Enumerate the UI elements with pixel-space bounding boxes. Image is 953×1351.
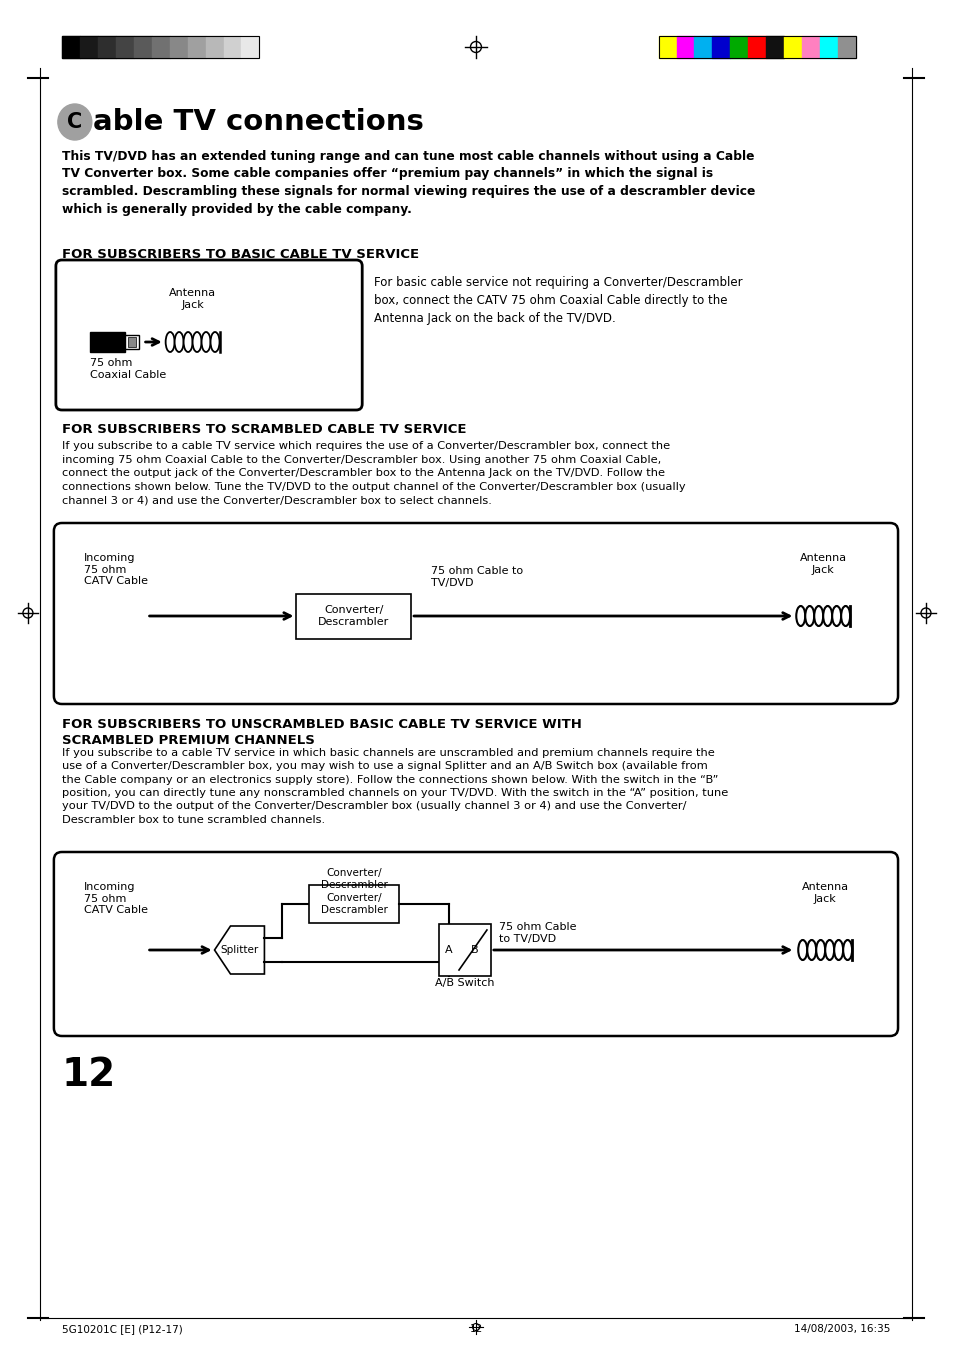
Text: 5G10201C [E] (P12-17): 5G10201C [E] (P12-17) [62, 1324, 182, 1333]
Text: A/B Switch: A/B Switch [435, 978, 495, 988]
Bar [170, 36, 188, 58]
Text: 14/08/2003, 16:35: 14/08/2003, 16:35 [793, 1324, 889, 1333]
Bar [765, 36, 783, 58]
Ellipse shape [831, 607, 841, 626]
Text: Antenna
Jack: Antenna Jack [799, 553, 846, 574]
Ellipse shape [842, 940, 851, 961]
Ellipse shape [841, 607, 849, 626]
Ellipse shape [824, 940, 833, 961]
Bar [309, 885, 398, 923]
Ellipse shape [201, 332, 211, 353]
Ellipse shape [798, 940, 806, 961]
Bar [801, 36, 820, 58]
Bar [128, 336, 135, 347]
Polygon shape [214, 925, 264, 974]
Bar [694, 36, 712, 58]
Bar [820, 36, 838, 58]
Bar [658, 36, 855, 58]
FancyBboxPatch shape [53, 523, 897, 704]
Bar [712, 36, 730, 58]
Text: 75 ohm Cable
to TV/DVD: 75 ohm Cable to TV/DVD [498, 921, 576, 943]
Text: Converter/
Descrambler: Converter/ Descrambler [320, 893, 387, 915]
Bar [205, 36, 223, 58]
Text: able TV connections: able TV connections [92, 108, 423, 136]
Text: 75 ohm Cable to
TV/DVD: 75 ohm Cable to TV/DVD [431, 566, 522, 588]
FancyBboxPatch shape [56, 259, 362, 409]
Text: If you subscribe to a cable TV service in which basic channels are unscrambled a: If you subscribe to a cable TV service i… [62, 748, 727, 825]
Bar [658, 36, 676, 58]
Text: C: C [67, 112, 82, 132]
Bar [115, 36, 133, 58]
Bar [62, 36, 259, 58]
Bar [90, 332, 125, 353]
Bar [838, 36, 855, 58]
Bar [98, 36, 115, 58]
FancyBboxPatch shape [53, 852, 897, 1036]
Text: Antenna
Jack: Antenna Jack [169, 288, 216, 309]
Bar [125, 335, 138, 349]
Bar [747, 36, 765, 58]
Ellipse shape [183, 332, 193, 353]
Text: A: A [445, 944, 453, 955]
Bar [438, 924, 491, 975]
Text: Antenna
Jack: Antenna Jack [801, 882, 848, 904]
Bar [133, 36, 152, 58]
Text: FOR SUBSCRIBERS TO UNSCRAMBLED BASIC CABLE TV SERVICE WITH
SCRAMBLED PREMIUM CHA: FOR SUBSCRIBERS TO UNSCRAMBLED BASIC CAB… [62, 717, 581, 747]
Bar [296, 593, 411, 639]
Text: FOR SUBSCRIBERS TO BASIC CABLE TV SERVICE: FOR SUBSCRIBERS TO BASIC CABLE TV SERVIC… [62, 249, 418, 261]
Bar [223, 36, 241, 58]
Text: If you subscribe to a cable TV service which requires the use of a Converter/Des: If you subscribe to a cable TV service w… [62, 440, 685, 505]
Text: Splitter: Splitter [220, 944, 258, 955]
Ellipse shape [174, 332, 183, 353]
Ellipse shape [211, 332, 219, 353]
Text: Converter/
Descrambler: Converter/ Descrambler [317, 605, 389, 627]
Ellipse shape [822, 607, 831, 626]
Ellipse shape [806, 940, 816, 961]
Text: Incoming
75 ohm
CATV Cable: Incoming 75 ohm CATV Cable [84, 882, 148, 915]
Text: Converter/
Descrambler: Converter/ Descrambler [320, 867, 387, 889]
Ellipse shape [833, 940, 842, 961]
Bar [783, 36, 801, 58]
Text: B: B [471, 944, 478, 955]
Bar [62, 36, 80, 58]
Text: Incoming
75 ohm
CATV Cable: Incoming 75 ohm CATV Cable [84, 553, 148, 586]
Ellipse shape [166, 332, 174, 353]
Ellipse shape [796, 607, 804, 626]
Ellipse shape [193, 332, 201, 353]
Bar [241, 36, 259, 58]
Bar [730, 36, 747, 58]
Text: This TV/DVD has an extended tuning range and can tune most cable channels withou: This TV/DVD has an extended tuning range… [62, 150, 755, 216]
Bar [188, 36, 205, 58]
Text: 12: 12 [62, 1056, 116, 1094]
Text: For basic cable service not requiring a Converter/Descrambler
box, connect the C: For basic cable service not requiring a … [374, 276, 742, 326]
Ellipse shape [58, 104, 91, 141]
Text: 75 ohm
Coaxial Cable: 75 ohm Coaxial Cable [90, 358, 166, 380]
Ellipse shape [813, 607, 822, 626]
Text: FOR SUBSCRIBERS TO SCRAMBLED CABLE TV SERVICE: FOR SUBSCRIBERS TO SCRAMBLED CABLE TV SE… [62, 423, 466, 436]
Ellipse shape [816, 940, 824, 961]
Bar [676, 36, 694, 58]
Text: 12: 12 [469, 1324, 482, 1333]
Bar [80, 36, 98, 58]
Bar [152, 36, 170, 58]
Ellipse shape [804, 607, 813, 626]
